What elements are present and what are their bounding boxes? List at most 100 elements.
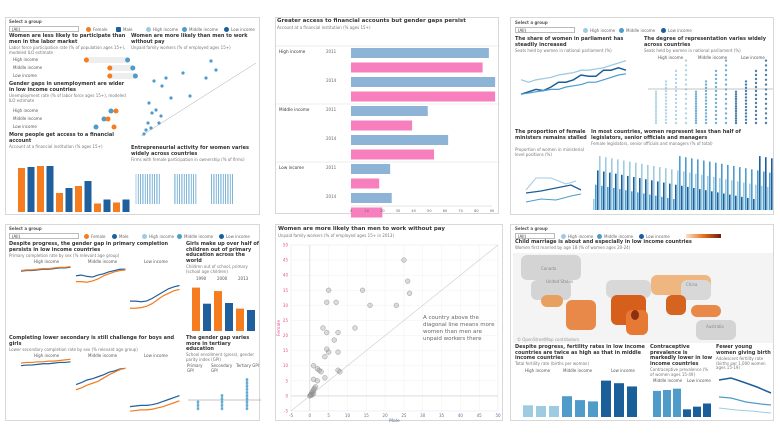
country-dot <box>684 88 688 91</box>
country-dot <box>734 90 738 94</box>
country-dot <box>694 112 698 115</box>
country-bar <box>685 157 687 210</box>
country-dot <box>764 59 768 62</box>
legend-middle[interactable]: Middle income <box>597 234 633 239</box>
data-point <box>322 375 328 381</box>
country-bar <box>603 171 605 210</box>
country-dot <box>674 93 678 97</box>
trend-line <box>520 73 627 95</box>
country-dot <box>754 77 758 81</box>
chart-subtitle: Labor force participation rate (% of pop… <box>9 45 126 55</box>
map-region <box>631 310 639 320</box>
country-dot <box>724 59 728 62</box>
country-dot <box>734 102 738 106</box>
country-dot <box>744 80 748 83</box>
unpaid-work-scatter: -5 0 5 10 15 20 25 30 35 40 45 50 -5 0 5 10 15 20 25 30 35 40… <box>276 243 501 425</box>
country-bar <box>741 196 743 210</box>
country-bar <box>647 164 649 210</box>
country-bar <box>669 183 671 210</box>
group-header: Low income <box>687 378 711 383</box>
group-select[interactable]: (All) <box>515 27 575 33</box>
country-dot <box>754 97 758 101</box>
dashboard-leadership[interactable]: Select a group (All) High income Middle … <box>510 17 774 215</box>
country-bar <box>599 156 601 210</box>
legend-low[interactable]: Low income <box>639 234 670 239</box>
bar <box>351 91 496 102</box>
dashboard-health[interactable]: Select a group (All) High income Middle … <box>510 224 774 421</box>
country-dot <box>744 118 748 122</box>
country-bar <box>739 167 741 210</box>
legend-high[interactable]: High income <box>142 234 174 239</box>
dashboard-financial-accounts[interactable]: Greater access to financial accounts but… <box>275 17 500 218</box>
bar <box>351 135 449 145</box>
country-dot <box>654 117 658 120</box>
gpi-dot <box>245 377 249 381</box>
legend-middle[interactable]: Middle income <box>619 28 655 33</box>
country-bar <box>619 189 621 210</box>
country-bar <box>713 177 715 210</box>
panel1-marks <box>18 57 257 212</box>
country-bar <box>725 179 727 210</box>
legend-high[interactable]: High income <box>561 234 593 239</box>
group-select[interactable]: (All) <box>9 26 79 32</box>
country-dot <box>664 89 668 93</box>
legend-high[interactable]: High income <box>146 27 178 32</box>
country-dot <box>704 80 708 83</box>
legend-middle[interactable]: Middle income <box>177 234 213 239</box>
country-dot <box>734 93 738 96</box>
dashboard-labor-finance[interactable]: Select a group (All) Female Male High in… <box>5 17 260 215</box>
chart-title: The degree of representation varies wide… <box>644 36 767 48</box>
country-dot <box>714 113 718 117</box>
legend-high[interactable]: High income <box>583 28 615 33</box>
country-dot <box>664 80 668 83</box>
x-tick-label: 20 <box>380 209 384 213</box>
legend-middle[interactable]: Middle income <box>182 27 218 32</box>
country-bar <box>643 193 645 210</box>
chart-subtitle: School enrollment (gross), gender parity… <box>186 352 255 362</box>
country-dot <box>724 88 728 91</box>
dashboard-unpaid-work[interactable]: Women are more likely than men to work w… <box>275 224 503 425</box>
country-dot <box>724 107 728 110</box>
y-axis-label: Female <box>276 320 282 337</box>
chart-title: Women are more likely than men to work w… <box>131 33 248 45</box>
legend-low[interactable]: Low income <box>661 28 692 33</box>
y-tick-label: 15 <box>283 348 289 353</box>
group-header: Low income <box>611 368 635 373</box>
male-marker <box>130 65 136 71</box>
row-label: Low income <box>13 73 37 78</box>
country-dot <box>704 89 708 93</box>
x-tick-label: 20 <box>383 413 389 418</box>
country-dot <box>674 109 678 113</box>
data-point <box>318 369 324 375</box>
dashboard-education[interactable]: Select a group (All) Female Male High in… <box>5 224 261 421</box>
country-dot <box>754 113 758 117</box>
chart-subtitle: Account at a financial institution (% ag… <box>9 144 103 149</box>
data-point <box>324 346 330 352</box>
country-dot <box>754 85 758 89</box>
gap-band <box>109 65 133 71</box>
diagonal-annotation: A country above the diagonal line means … <box>423 315 495 342</box>
gpi-header: Secondary GPI <box>211 363 233 373</box>
gpi-header: Primary GPI <box>187 363 203 373</box>
y-tick-label: 45 <box>283 258 289 263</box>
group-select[interactable]: (All) <box>9 233 79 239</box>
group-select[interactable]: (All) <box>515 233 555 239</box>
country-bar <box>737 181 739 210</box>
country-dot <box>754 69 758 73</box>
legend-male: Male <box>112 234 128 239</box>
country-dot <box>744 89 748 93</box>
chart-title: In most countries, women represent less … <box>591 129 741 141</box>
country-bar <box>635 162 637 210</box>
chart-subtitle: Lower secondary completion rate by sex (… <box>9 347 138 352</box>
male-icon <box>116 27 121 32</box>
legend-low[interactable]: Low income <box>219 234 250 239</box>
group-header: High income <box>34 259 60 264</box>
row-label: Low income <box>13 124 37 129</box>
group-label: Low income <box>279 165 304 170</box>
male-line <box>75 268 126 278</box>
country-bar <box>771 158 773 210</box>
legend-low[interactable]: Low income <box>224 27 255 32</box>
male-marker <box>108 108 114 114</box>
country-dot <box>754 81 758 85</box>
female-marker <box>83 57 89 63</box>
